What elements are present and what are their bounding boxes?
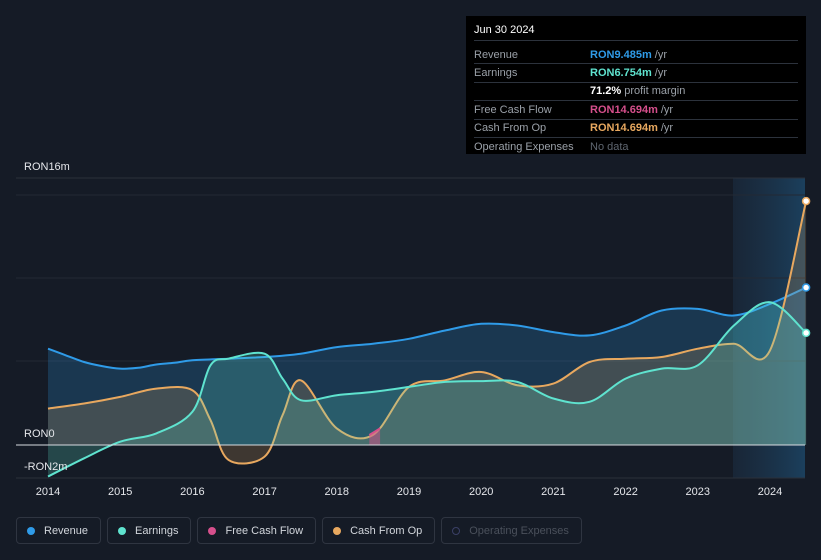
free-cash-flow-area [369,428,381,445]
cash-from-op-end-marker [801,196,811,206]
x-tick-label: 2020 [469,486,493,498]
chart-legend: Revenue Earnings Free Cash Flow Cash Fro… [16,517,582,544]
legend-dot-icon [208,526,217,535]
legend-dot-icon [118,526,127,535]
x-tick-label: 2019 [397,486,421,498]
legend-label: Free Cash Flow [225,524,304,537]
cash-from-op-line [47,200,808,465]
revenue-line [47,286,807,370]
tooltip-unit: /yr [660,103,674,116]
legend-label: Earnings [135,524,179,537]
tooltip-label: Free Cash Flow [474,103,552,116]
x-tick-label: 2015 [108,486,132,498]
y-tick-label-top: RON16m [24,161,70,173]
tooltip-label: Earnings [474,67,518,80]
tooltip-unit: /yr [654,48,667,61]
tooltip-row-profit-margin: 71.2% profit margin [474,83,798,102]
revenue-area [48,287,807,445]
legend-dot-icon [333,526,342,535]
markers-layer [801,196,811,338]
legend-label: Operating Expenses [469,524,569,537]
x-tick-label: 2014 [36,486,60,498]
tooltip-row-cash-from-op: Cash From Op RON14.694m /yr [474,120,798,138]
earnings-end-marker [801,328,811,338]
tooltip-value: 71.2% [590,85,622,98]
legend-item-operating-expenses[interactable]: Operating Expenses [441,517,582,544]
legend-label: Cash From Op [350,524,423,537]
legend-item-cash-from-op[interactable]: Cash From Op [322,517,436,544]
tooltip-row-revenue: Revenue RON9.485m /yr [474,46,798,65]
x-tick-label: 2023 [686,486,710,498]
legend-dot-icon [27,526,35,535]
hover-tooltip: Jun 30 2024 Revenue RON9.485m /yr Earnin… [466,16,806,154]
tooltip-unit: /yr [654,67,667,80]
x-tick-label: 2024 [758,486,782,498]
y-tick-label-zero: RON0 [24,428,55,440]
tooltip-label: Cash From Op [474,122,547,135]
legend-item-free-cash-flow[interactable]: Free Cash Flow [197,517,317,544]
free-cash-flow-line [368,427,381,436]
legend-item-revenue[interactable]: Revenue [16,517,102,544]
x-tick-label: 2021 [541,486,565,498]
x-axis: 2014 2015 2016 2017 2018 2019 2020 2021 2022 2023… [36,486,782,498]
tooltip-value: No data [590,140,629,153]
tooltip-value: RON9.485m [590,48,652,61]
tooltip-value: RON14.694m [590,122,658,135]
tooltip-row-earnings: Earnings RON6.754m /yr [474,64,798,83]
legend-item-earnings[interactable]: Earnings [107,517,192,544]
tooltip-label: Operating Expenses [474,140,574,153]
tooltip-row-free-cash-flow: Free Cash Flow RON14.694m /yr [474,101,798,120]
tooltip-value: RON14.694m [590,103,658,116]
cash-from-op-area [48,201,807,464]
y-tick-label-bottom: -RON2m [24,461,67,473]
revenue-end-marker [801,283,811,292]
x-tick-label: 2016 [180,486,204,498]
tooltip-date: Jun 30 2024 [474,24,798,41]
forecast-region [733,178,805,478]
tooltip-label: Revenue [474,48,519,61]
earnings-line [47,301,807,478]
legend-dot-icon [452,526,461,535]
tooltip-unit: profit margin [624,85,686,98]
tooltip-unit: /yr [660,122,674,135]
tooltip-row-operating-expenses: Operating Expenses No data [474,138,798,155]
x-tick-label: 2022 [613,486,637,498]
x-tick-label: 2017 [252,486,276,498]
tooltip-value: RON6.754m [590,67,652,80]
earnings-area [48,302,807,477]
x-tick-label: 2018 [325,486,349,498]
series-layer [47,200,808,478]
legend-label: Revenue [44,524,89,537]
